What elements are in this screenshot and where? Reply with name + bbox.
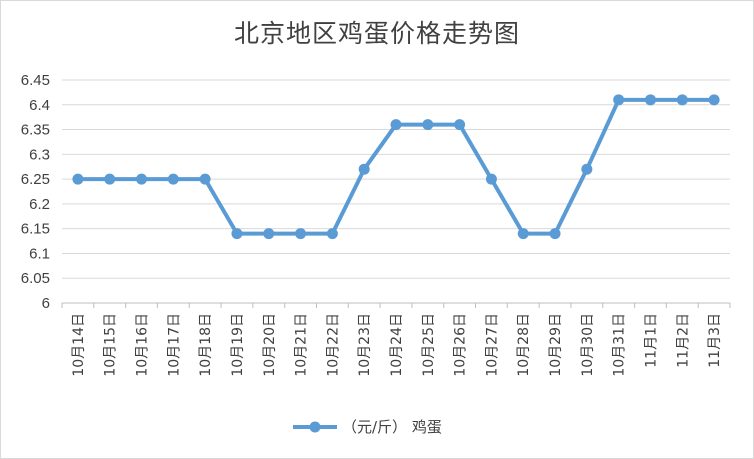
data-point [676, 94, 688, 106]
data-point [326, 228, 338, 240]
y-tick-label: 6.05 [21, 270, 50, 287]
x-tick-label: 10月19日 [230, 313, 246, 377]
y-tick-label: 6.4 [29, 97, 50, 114]
x-tick-label: 10月16日 [135, 313, 151, 377]
x-tick-label: 10月23日 [357, 313, 373, 377]
y-tick-label: 6 [42, 295, 50, 312]
data-point [199, 173, 211, 185]
x-tick-label: 10月25日 [421, 313, 437, 377]
data-point [136, 173, 148, 185]
data-point [517, 228, 529, 240]
data-point [231, 228, 243, 240]
x-tick-label: 10月22日 [325, 313, 341, 377]
x-tick-label: 11月3日 [707, 313, 723, 368]
x-tick-label: 10月31日 [612, 313, 628, 377]
data-point [104, 173, 116, 185]
data-point [167, 173, 179, 185]
legend-marker [309, 421, 321, 433]
y-tick-label: 6.45 [21, 72, 50, 89]
y-tick-label: 6.15 [21, 221, 50, 238]
data-point [295, 228, 307, 240]
x-tick-label: 10月24日 [389, 313, 405, 377]
data-point [549, 228, 561, 240]
legend-label: （元/斤） 鸡蛋 [342, 418, 442, 436]
data-point [708, 94, 720, 106]
data-point [390, 119, 402, 131]
x-tick-label: 10月20日 [262, 313, 278, 377]
x-tick-label: 11月1日 [643, 313, 659, 368]
data-point [72, 173, 84, 185]
data-point [581, 163, 593, 175]
x-tick-label: 10月18日 [198, 313, 214, 377]
data-point [454, 119, 466, 131]
y-tick-label: 6.1 [29, 245, 50, 262]
x-tick-label: 10月27日 [484, 313, 500, 377]
x-tick-label: 11月2日 [675, 313, 691, 368]
x-tick-label: 10月30日 [580, 313, 596, 377]
y-tick-label: 6.25 [21, 171, 50, 188]
data-point [422, 119, 434, 131]
x-tick-label: 10月26日 [453, 313, 469, 377]
x-tick-label: 10月14日 [71, 313, 87, 377]
data-point [358, 163, 370, 175]
y-tick-label: 6.3 [29, 146, 50, 163]
data-point [263, 228, 275, 240]
x-tick-label: 10月17日 [166, 313, 182, 377]
x-tick-label: 10月21日 [294, 313, 310, 377]
y-tick-label: 6.35 [21, 122, 50, 139]
x-tick-label: 10月15日 [103, 313, 119, 377]
x-tick-label: 10月29日 [548, 313, 564, 377]
data-point [644, 94, 656, 106]
data-point [613, 94, 625, 106]
y-tick-label: 6.2 [29, 196, 50, 213]
x-tick-label: 10月28日 [516, 313, 532, 377]
data-point [485, 173, 497, 185]
chart-title: 北京地区鸡蛋价格走势图 [233, 19, 520, 48]
